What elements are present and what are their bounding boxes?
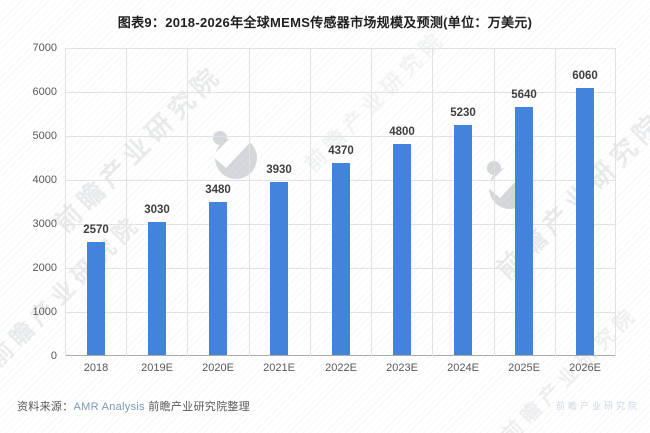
x-tick-label: 2024E: [447, 362, 479, 374]
v-gridline: [187, 48, 188, 356]
corner-watermark: 前瞻产业研究院: [555, 401, 640, 411]
y-tick-label: 5000: [32, 130, 57, 142]
y-tick-label: 2000: [32, 262, 57, 274]
y-tick-label: 3000: [32, 218, 57, 230]
bar: [515, 107, 533, 355]
v-gridline: [310, 48, 311, 356]
v-gridline: [65, 48, 66, 356]
v-gridline: [126, 48, 127, 356]
bar-value-label: 5230: [450, 107, 476, 119]
bar-value-label: 2570: [83, 224, 109, 236]
v-gridline: [432, 48, 433, 356]
bar-value-label: 6060: [572, 70, 598, 82]
x-tick-label: 2025E: [508, 362, 540, 374]
v-gridline: [615, 48, 616, 356]
bar: [270, 182, 288, 355]
x-axis: 2018 2019E 2020E 2021E 2022E 2023E 2024E 2025E 2…: [65, 362, 616, 378]
x-tick-label: 2021E: [263, 362, 295, 374]
bar-value-label: 4800: [389, 126, 415, 138]
source-label: 资料来源：: [17, 401, 74, 413]
bar: [393, 144, 411, 355]
v-gridline: [555, 48, 556, 356]
x-tick-label: 2023E: [386, 362, 418, 374]
h-gridline: [65, 92, 616, 93]
v-gridline: [494, 48, 495, 356]
bar-value-label: 3480: [205, 184, 231, 196]
x-tick-label: 2026E: [569, 362, 601, 374]
x-tick-label: 2019E: [141, 362, 173, 374]
source-note: 资料来源：AMR Analysis 前瞻产业研究院整理: [17, 398, 250, 414]
x-tick-label: 2020E: [202, 362, 234, 374]
bar: [87, 242, 105, 355]
bar-value-label: 3030: [144, 204, 170, 216]
x-tick-label: 2018: [83, 362, 109, 374]
source-suffix: 前瞻产业研究院整理: [144, 401, 251, 413]
chart-title: 图表9：2018-2026年全球MEMS传感器市场规模及预测(单位：万美元): [117, 15, 533, 30]
y-tick-label: 7000: [32, 42, 57, 54]
y-tick-label: 0: [50, 350, 57, 362]
h-gridline: [65, 136, 616, 137]
bar: [576, 88, 594, 355]
x-axis-line: [65, 355, 616, 356]
bar: [332, 163, 350, 355]
bar: [148, 222, 166, 355]
y-tick-label: 6000: [32, 86, 57, 98]
y-tick-label: 4000: [32, 174, 57, 186]
bar: [454, 125, 472, 355]
bar-value-label: 4370: [328, 145, 354, 157]
bar-value-label: 5640: [511, 89, 537, 101]
y-tick-label: 1000: [32, 306, 57, 318]
source-name: AMR Analysis: [73, 401, 145, 413]
y-axis: 0 1000 2000 3000 4000 5000 6000 7000: [0, 42, 57, 362]
bar-value-label: 3930: [266, 164, 292, 176]
plot-area: 2570 3030 3480 3930 4370 4800 5230 5640 6060: [65, 48, 616, 356]
h-gridline: [65, 48, 616, 49]
x-tick-label: 2022E: [325, 362, 357, 374]
v-gridline: [371, 48, 372, 356]
v-gridline: [249, 48, 250, 356]
bar: [209, 202, 227, 355]
